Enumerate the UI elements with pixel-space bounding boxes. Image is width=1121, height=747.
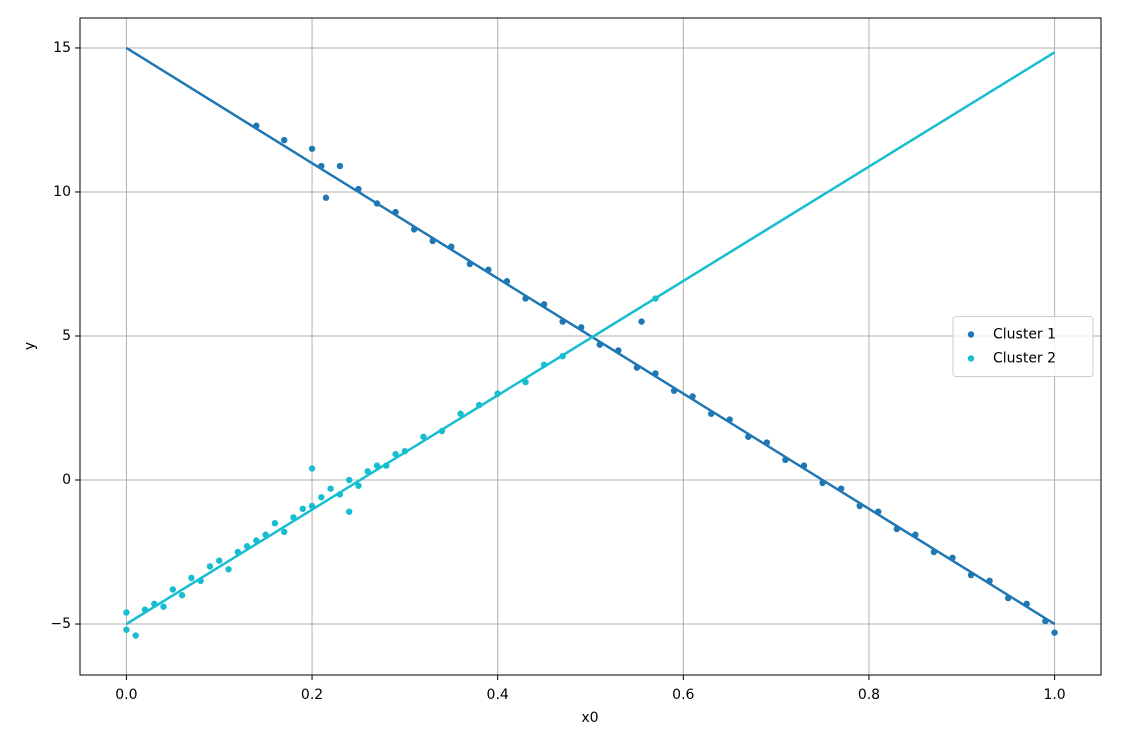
y-axis-label: y [22, 342, 38, 350]
point [457, 410, 464, 417]
point [281, 136, 288, 144]
point [355, 482, 362, 489]
point [345, 476, 353, 484]
point [327, 485, 334, 492]
legend-label: Cluster 2 [993, 351, 1056, 367]
point [322, 194, 330, 201]
x-tick-label: 1.0 [1043, 687, 1065, 703]
legend-label: Cluster 1 [993, 327, 1056, 343]
point [638, 318, 645, 325]
point [225, 566, 232, 573]
point [132, 632, 139, 639]
point [281, 528, 288, 536]
point [420, 433, 427, 440]
y-tick-label: 10 [53, 184, 71, 200]
point [169, 586, 177, 593]
point [308, 465, 316, 472]
y-tick-label: 15 [53, 40, 71, 56]
point [1051, 629, 1058, 636]
point [308, 145, 316, 152]
x-tick-label: 0.6 [672, 687, 694, 703]
point [123, 609, 130, 616]
point [318, 494, 325, 501]
point [392, 450, 399, 458]
y-tick-label: 0 [62, 472, 71, 488]
legend-marker [967, 331, 975, 338]
point [336, 162, 344, 170]
x-tick-label: 0.0 [115, 687, 137, 703]
fit-line [125, 51, 1056, 626]
point [178, 592, 186, 599]
plot-frame [79, 17, 1102, 676]
x-axis-label: x0 [581, 710, 598, 726]
fit-line [125, 46, 1056, 626]
point [299, 505, 306, 513]
y-tick-label: 5 [62, 328, 71, 344]
x-tick-label: 0.2 [301, 687, 323, 703]
y-tick-label: −5 [50, 616, 71, 632]
legend-box [952, 316, 1094, 377]
legend-marker [967, 355, 975, 362]
point [160, 603, 167, 610]
point [188, 574, 195, 582]
x-tick-label: 0.4 [487, 687, 509, 703]
x-tick-label: 0.8 [858, 687, 880, 703]
point [206, 563, 214, 570]
point [216, 557, 223, 564]
point [271, 520, 279, 527]
point [345, 508, 353, 515]
point [123, 626, 130, 633]
